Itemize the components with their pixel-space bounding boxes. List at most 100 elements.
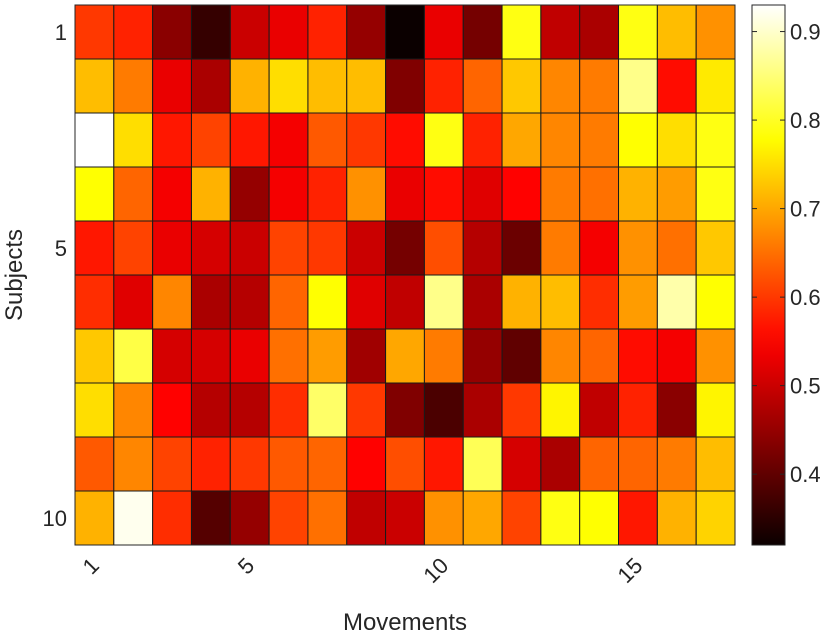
heatmap-cell	[74, 4, 115, 60]
heatmap-cell	[229, 220, 270, 276]
heatmap-cell	[113, 4, 154, 60]
heatmap-cell	[74, 112, 115, 168]
heatmap-cell	[462, 220, 503, 276]
heatmap-cell	[190, 274, 231, 330]
heatmap-cell	[268, 328, 309, 384]
heatmap-cell	[385, 382, 425, 438]
heatmap-cell	[423, 4, 464, 60]
heatmap-cell	[695, 490, 736, 546]
heatmap-cell	[540, 328, 581, 384]
heatmap-cell	[656, 4, 697, 60]
heatmap-cell	[579, 274, 620, 330]
heatmap-cell	[618, 436, 658, 492]
heatmap-cell	[579, 328, 620, 384]
heatmap-cell	[462, 274, 503, 330]
heatmap-cell	[423, 166, 464, 222]
colorbar-tick-label: 0.9	[790, 20, 821, 45]
heatmap-cell	[462, 490, 503, 546]
heatmap-cell	[307, 4, 348, 60]
heatmap-cell	[579, 166, 620, 222]
heatmap-cell	[229, 58, 270, 114]
heatmap-cell	[113, 328, 154, 384]
heatmap-cell	[190, 58, 231, 114]
heatmap-cell	[307, 166, 348, 222]
heatmap-cell	[74, 274, 115, 330]
heatmap-cell	[501, 328, 542, 384]
heatmap-cell	[462, 436, 503, 492]
heatmap-cell	[618, 490, 658, 546]
heatmap-cell	[618, 328, 658, 384]
heatmap-cell	[74, 220, 115, 276]
heatmap-cell	[695, 58, 736, 114]
heatmap-cell	[346, 112, 387, 168]
heatmap-cell	[695, 166, 736, 222]
heatmap-cell	[579, 112, 620, 168]
heatmap-cell	[579, 490, 620, 546]
heatmap-cell	[113, 112, 154, 168]
colorbar-tick-label: 0.6	[790, 285, 821, 310]
heatmap-cell	[346, 4, 387, 60]
heatmap-cell	[501, 4, 542, 60]
heatmap-cell	[190, 4, 231, 60]
heatmap-cell	[152, 328, 192, 384]
heatmap-cell	[618, 274, 658, 330]
heatmap-cell	[152, 220, 192, 276]
heatmap-cell	[656, 166, 697, 222]
heatmap-cell	[307, 382, 348, 438]
heatmap-cell	[656, 436, 697, 492]
heatmap-cell	[307, 490, 348, 546]
heatmap-cell	[423, 58, 464, 114]
heatmap-cell	[695, 4, 736, 60]
heatmap-cell	[423, 328, 464, 384]
heatmap-cell	[656, 382, 697, 438]
heatmap-cell	[540, 166, 581, 222]
colorbar-tick-label: 0.7	[790, 197, 821, 222]
heatmap-cell	[113, 58, 154, 114]
heatmap-cell	[74, 490, 115, 546]
colorbar-tick-label: 0.5	[790, 374, 821, 399]
heatmap-cell	[462, 328, 503, 384]
heatmap-cell	[229, 112, 270, 168]
heatmap-cell	[190, 166, 231, 222]
heatmap-cell	[346, 166, 387, 222]
heatmap-cell	[540, 4, 581, 60]
x-axis-label: Movements	[343, 609, 467, 632]
heatmap-cell	[74, 58, 115, 114]
heatmap-cell	[618, 382, 658, 438]
heatmap-cell	[307, 274, 348, 330]
heatmap-cell	[346, 58, 387, 114]
heatmap-cell	[501, 274, 542, 330]
heatmap-cell	[385, 58, 425, 114]
x-tick-label: 10	[418, 553, 453, 588]
heatmap-cell	[385, 220, 425, 276]
heatmap-cell	[385, 166, 425, 222]
heatmap-cell	[462, 58, 503, 114]
heatmap-cell	[346, 490, 387, 546]
heatmap-cell	[113, 274, 154, 330]
heatmap-cell	[268, 382, 309, 438]
heatmap-cell	[501, 436, 542, 492]
heatmap-cell	[540, 112, 581, 168]
heatmap-cell	[385, 274, 425, 330]
heatmap-cell	[462, 382, 503, 438]
heatmap-cell	[190, 328, 231, 384]
heatmap-cell	[268, 490, 309, 546]
colorbar	[751, 4, 786, 546]
x-tick-label: 15	[612, 553, 647, 588]
heatmap-cell	[74, 328, 115, 384]
x-tick-label: 5	[233, 553, 259, 579]
colorbar-tick-label: 0.8	[790, 108, 821, 133]
heatmap-cell	[462, 166, 503, 222]
heatmap-cell	[540, 220, 581, 276]
heatmap-cell	[656, 274, 697, 330]
heatmap-cell	[346, 328, 387, 384]
heatmap-cell	[695, 328, 736, 384]
heatmap-cell	[74, 382, 115, 438]
heatmap-cell	[462, 4, 503, 60]
colorbar-ticks: 0.4 0.5 0.6 0.7 0.8 0.9	[752, 20, 821, 487]
heatmap-cell	[152, 58, 192, 114]
heatmap-cell	[501, 166, 542, 222]
heatmap-cell	[346, 274, 387, 330]
heatmap-cell	[618, 112, 658, 168]
heatmap-cell	[540, 382, 581, 438]
